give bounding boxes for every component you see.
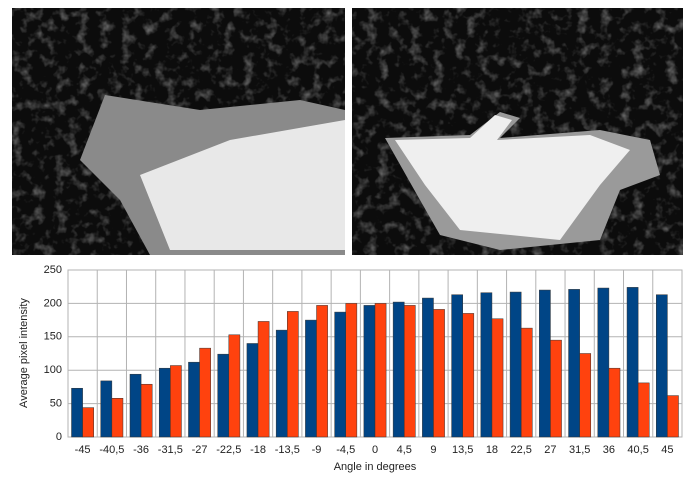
x-tick-label: 4,5 xyxy=(397,444,412,456)
bar xyxy=(608,367,621,438)
y-tick-label: 200 xyxy=(44,297,62,309)
bar xyxy=(170,365,182,438)
y-tick-label: 0 xyxy=(56,431,62,443)
bar xyxy=(520,327,533,438)
bar xyxy=(305,319,317,438)
x-tick-label: -18 xyxy=(250,444,266,456)
bar xyxy=(509,291,522,438)
x-tick-label: -4,5 xyxy=(336,444,355,456)
y-tick-label: 100 xyxy=(44,364,62,376)
bar xyxy=(539,289,551,438)
bar xyxy=(568,289,580,438)
x-tick-label: -13,5 xyxy=(275,444,300,456)
right-photo xyxy=(352,8,683,255)
y-tick-label: 50 xyxy=(50,398,62,410)
bar xyxy=(316,305,328,438)
bar xyxy=(71,387,83,438)
x-tick-label: 40,5 xyxy=(627,444,648,456)
x-tick-label: -36 xyxy=(133,444,149,456)
bar xyxy=(217,353,230,438)
bar xyxy=(228,334,241,438)
bar xyxy=(158,367,171,438)
bar xyxy=(626,287,639,438)
x-axis-label: Angle in degrees xyxy=(334,461,417,473)
bar xyxy=(345,303,358,438)
x-tick-label: 45 xyxy=(661,444,673,456)
chart: Average pixel intensity Angle in degrees xyxy=(18,298,417,473)
bar xyxy=(462,313,475,438)
bar xyxy=(637,382,650,438)
bar xyxy=(422,297,434,438)
left-photo xyxy=(12,8,345,255)
x-tick-label: 18 xyxy=(486,444,498,456)
bar xyxy=(287,311,299,438)
bar xyxy=(100,380,113,438)
bar xyxy=(363,305,376,438)
bar xyxy=(392,301,405,438)
bar xyxy=(140,383,153,438)
bar xyxy=(433,309,445,438)
x-tick-label: -31,5 xyxy=(158,444,183,456)
y-tick-label: 250 xyxy=(44,264,62,276)
x-tick-label: -27 xyxy=(192,444,208,456)
y-tick-label: 150 xyxy=(44,331,62,343)
y-axis-label: Average pixel intensity xyxy=(18,298,30,408)
x-tick-label: 22,5 xyxy=(510,444,531,456)
bar xyxy=(257,321,270,438)
bar xyxy=(188,361,200,438)
bar xyxy=(275,329,288,438)
bar xyxy=(129,373,142,438)
bar xyxy=(403,305,416,438)
x-tick-label: 13,5 xyxy=(452,444,473,456)
x-tick-label: 0 xyxy=(372,444,378,456)
x-tick-label: -22,5 xyxy=(216,444,241,456)
bar xyxy=(597,287,610,438)
bar xyxy=(199,347,211,438)
bar xyxy=(667,395,679,438)
bar xyxy=(451,294,463,438)
bar xyxy=(374,303,387,438)
x-tick-label: 27 xyxy=(544,444,556,456)
bar xyxy=(579,353,592,438)
bar xyxy=(480,292,493,438)
bar xyxy=(491,318,504,438)
x-tick-label: 31,5 xyxy=(569,444,590,456)
bar xyxy=(111,398,124,438)
bar xyxy=(246,343,259,438)
bar xyxy=(334,311,347,438)
bar xyxy=(656,294,668,438)
bar xyxy=(550,339,562,438)
x-tick-label: -45 xyxy=(75,444,91,456)
x-tick-label: -40,5 xyxy=(99,444,124,456)
x-tick-label: 36 xyxy=(603,444,615,456)
x-tick-label: -9 xyxy=(312,444,322,456)
x-tick-label: 9 xyxy=(430,444,436,456)
bar xyxy=(82,407,94,438)
